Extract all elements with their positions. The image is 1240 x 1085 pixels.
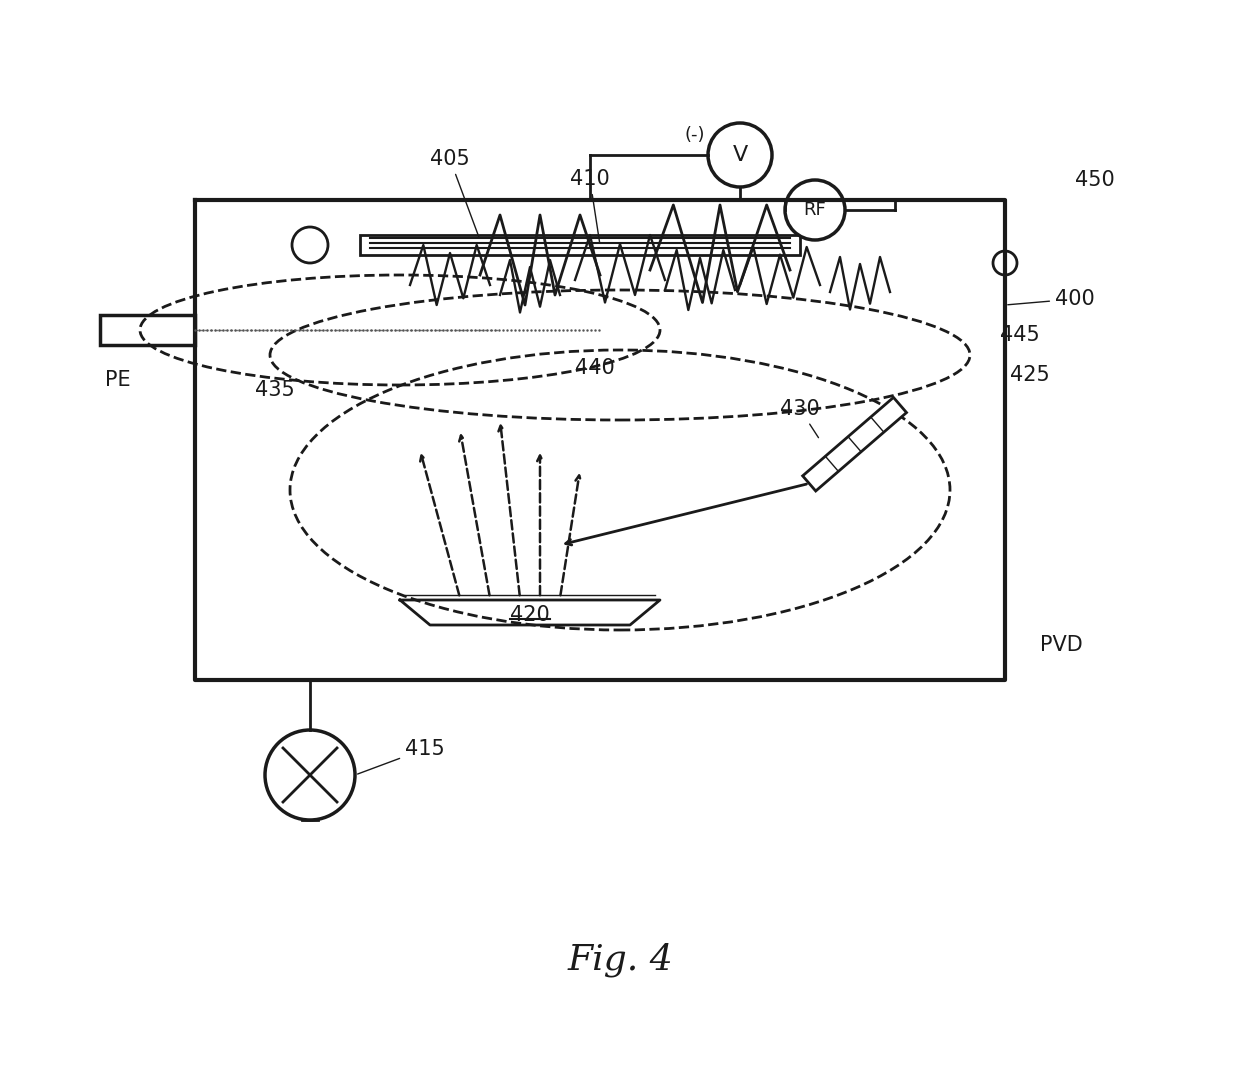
Circle shape	[265, 730, 355, 820]
Bar	[360, 235, 800, 255]
Text: 450: 450	[1075, 170, 1115, 190]
Circle shape	[785, 180, 844, 240]
Text: 435: 435	[255, 380, 295, 400]
Circle shape	[993, 251, 1017, 275]
Text: 425: 425	[1011, 365, 1050, 385]
Text: PVD: PVD	[1040, 635, 1083, 655]
Text: 405: 405	[430, 149, 479, 238]
Text: RF: RF	[804, 201, 826, 219]
Bar	[100, 315, 195, 345]
Text: 400: 400	[1008, 289, 1095, 309]
Text: V: V	[733, 145, 748, 165]
Text: 410: 410	[570, 169, 610, 242]
Circle shape	[291, 227, 329, 263]
Text: PE: PE	[105, 370, 130, 390]
Text: 440: 440	[575, 358, 615, 378]
Text: 445: 445	[999, 326, 1040, 345]
Text: (-): (-)	[684, 126, 706, 144]
Polygon shape	[802, 397, 906, 492]
Circle shape	[708, 123, 773, 187]
Text: 420: 420	[510, 605, 549, 625]
Text: 430: 430	[780, 399, 820, 437]
Text: Fig. 4: Fig. 4	[567, 943, 673, 978]
Text: 415: 415	[357, 739, 445, 774]
